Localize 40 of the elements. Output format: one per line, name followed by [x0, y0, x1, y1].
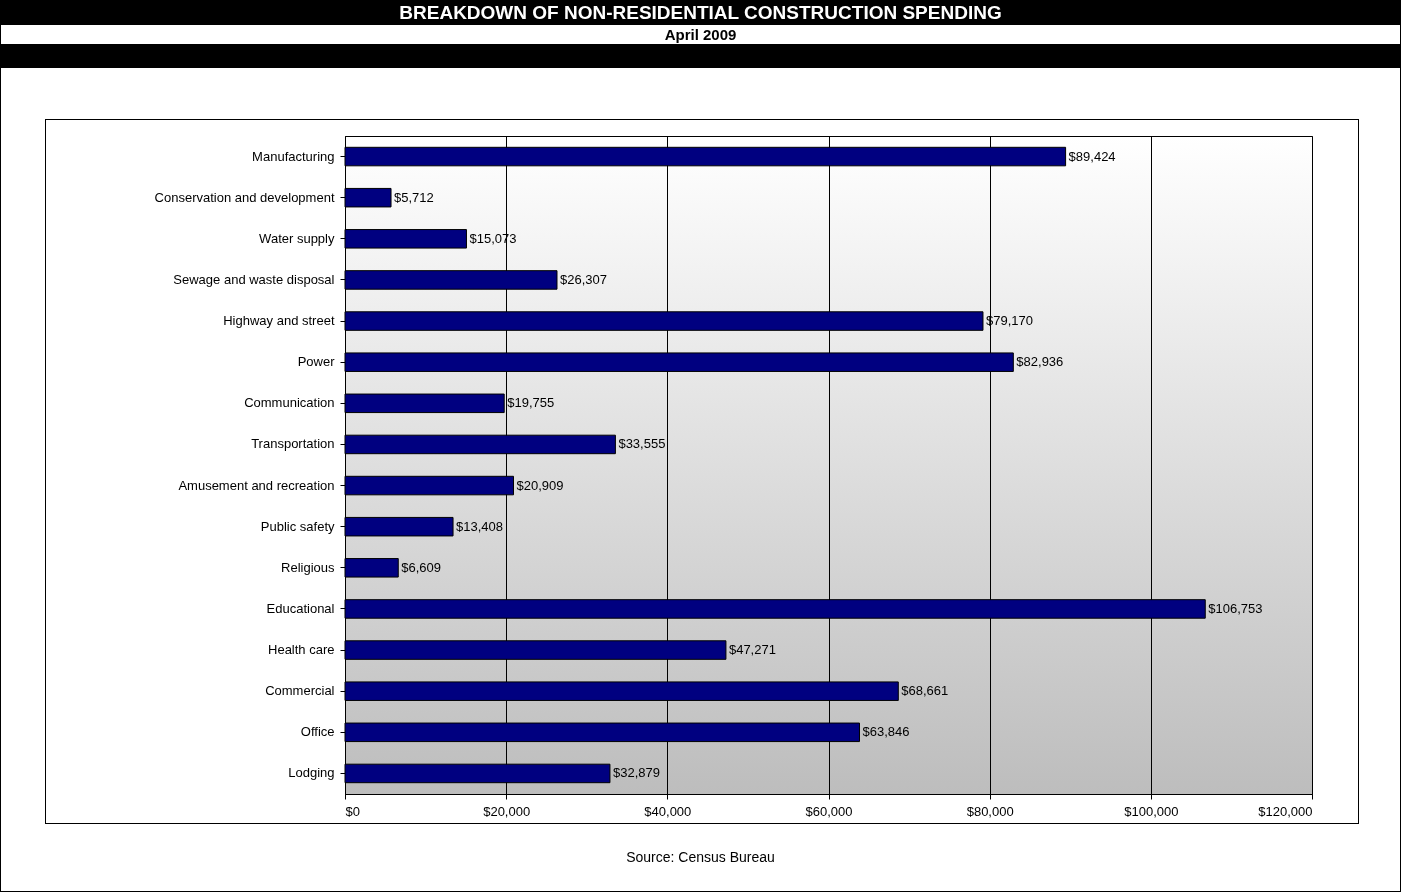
- data-label: $32,879: [612, 765, 660, 781]
- y-tick-label: Educational: [266, 600, 335, 616]
- x-tick-label: $60,000: [805, 803, 853, 819]
- data-label: $106,753: [1208, 600, 1263, 616]
- y-tick-label: Office: [300, 724, 335, 740]
- data-label: $47,271: [728, 642, 776, 658]
- y-tick-label: Highway and street: [223, 313, 335, 329]
- data-label: $33,555: [618, 436, 666, 452]
- data-label: $13,408: [456, 518, 504, 534]
- data-label: $68,661: [901, 683, 949, 699]
- chart-title: BREAKDOWN OF NON-RESIDENTIAL CONSTRUCTION SPENDING: [1, 1, 1400, 24]
- chart-subtitle: April 2009: [1, 24, 1400, 44]
- x-tick-label: $120,000: [1258, 803, 1313, 819]
- data-label: $19,755: [507, 395, 555, 411]
- data-label: $6,609: [401, 559, 442, 575]
- y-tick-label: Manufacturing: [252, 148, 335, 164]
- x-tick-label: $0: [345, 803, 360, 819]
- y-tick-label: Religious: [281, 559, 335, 575]
- x-tick-label: $40,000: [644, 803, 692, 819]
- y-tick-label: Lodging: [288, 765, 335, 781]
- y-tick-label: Commercial: [265, 683, 335, 699]
- source-note: Source: Census Bureau: [625, 849, 776, 865]
- data-label: $89,424: [1068, 148, 1116, 164]
- y-tick-label: Communication: [244, 395, 335, 411]
- data-label: $20,909: [516, 477, 564, 493]
- data-label: $5,712: [394, 189, 434, 205]
- data-label: $82,936: [1016, 354, 1064, 370]
- y-tick-label: Water supply: [259, 230, 335, 246]
- y-tick-label: Public safety: [260, 518, 335, 534]
- x-tick-label: $100,000: [1124, 803, 1179, 819]
- y-tick-label: Sewage and waste disposal: [173, 271, 335, 287]
- y-tick-label: Power: [297, 354, 336, 370]
- y-tick-label: Amusement and recreation: [178, 477, 335, 493]
- y-tick-label: Conservation and development: [154, 189, 335, 205]
- data-label: $26,307: [559, 271, 607, 287]
- y-tick-label: Transportation: [251, 436, 335, 452]
- data-label: $63,846: [862, 724, 910, 740]
- x-tick-label: $80,000: [966, 803, 1014, 819]
- x-tick-label: $20,000: [483, 803, 531, 819]
- y-tick-label: Health care: [268, 642, 335, 658]
